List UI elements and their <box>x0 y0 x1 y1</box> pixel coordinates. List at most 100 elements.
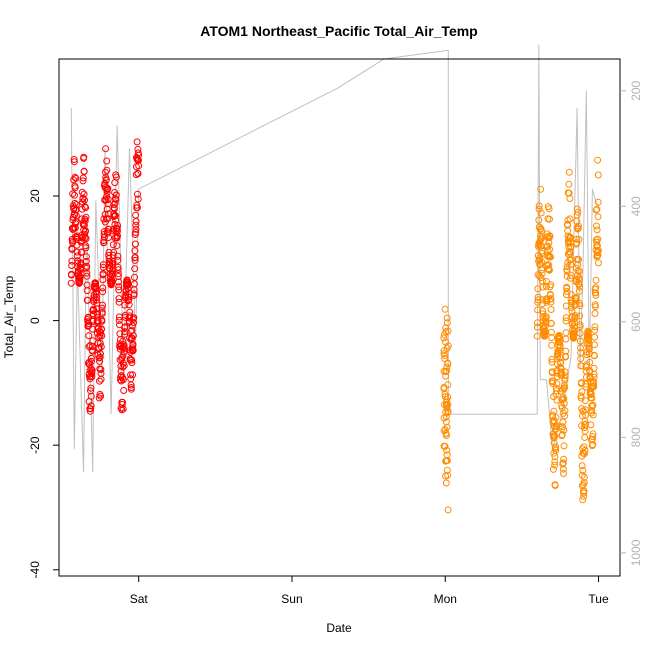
point-553 <box>440 442 448 450</box>
point-219 <box>97 366 105 373</box>
point-679 <box>548 355 556 363</box>
point-1046 <box>593 205 601 213</box>
point-353 <box>115 295 123 303</box>
point-463 <box>130 314 138 322</box>
point-895 <box>574 222 582 230</box>
point-477 <box>132 229 140 236</box>
point-86 <box>79 194 87 202</box>
point-905 <box>576 283 584 291</box>
point-266 <box>103 185 111 193</box>
point-952 <box>581 397 589 405</box>
point-1018 <box>590 377 597 385</box>
point-311 <box>109 241 117 249</box>
point-909 <box>576 323 584 331</box>
point-653 <box>545 261 553 269</box>
point-527 <box>442 418 450 426</box>
point-38 <box>72 201 80 209</box>
point-782 <box>561 384 568 392</box>
point-98 <box>81 196 88 204</box>
point-371 <box>117 377 125 385</box>
point-63 <box>76 277 84 285</box>
point-827 <box>566 215 574 223</box>
point-644 <box>544 242 552 250</box>
point-677 <box>548 334 556 342</box>
point-109 <box>82 213 90 221</box>
point-215 <box>96 339 104 347</box>
secondary-line-layer <box>70 44 599 473</box>
point-818 <box>565 180 573 188</box>
point-82 <box>78 188 86 196</box>
point-876 <box>572 295 580 303</box>
point-468 <box>131 273 138 281</box>
point-117 <box>83 281 91 289</box>
point-112 <box>82 253 90 261</box>
point-1052 <box>594 235 602 243</box>
point-23 <box>70 158 78 166</box>
point-1034 <box>592 303 599 311</box>
point-780 <box>560 399 568 407</box>
point-568 <box>534 296 542 304</box>
point-111 <box>82 257 90 265</box>
point-675 <box>547 320 555 327</box>
point-550 <box>440 414 448 422</box>
point-546 <box>443 451 451 459</box>
point-787 <box>561 374 569 382</box>
point-443 <box>127 381 135 389</box>
point-896 <box>575 256 582 263</box>
point-795 <box>562 317 570 325</box>
point-1011 <box>589 433 597 440</box>
point-788 <box>561 372 569 380</box>
point-547 <box>441 426 449 433</box>
point-419 <box>124 281 132 289</box>
point-883 <box>573 239 581 247</box>
point-93 <box>80 153 88 161</box>
point-445 <box>127 385 135 393</box>
points-layer <box>67 138 602 514</box>
point-1027 <box>591 333 599 341</box>
point-344 <box>114 256 122 264</box>
point-276 <box>105 234 113 241</box>
point-5 <box>68 257 76 265</box>
point-744 <box>556 337 564 345</box>
point-785 <box>561 407 569 415</box>
point-1000 <box>587 391 595 398</box>
point-719 <box>553 380 561 388</box>
point-769 <box>559 418 567 426</box>
point-322 <box>111 179 119 187</box>
point-912 <box>577 344 584 352</box>
point-924 <box>578 388 586 396</box>
point-44 <box>73 248 81 256</box>
right-tick-label-2: 600 <box>629 312 643 332</box>
point-467 <box>130 280 138 288</box>
point-943 <box>580 473 588 481</box>
point-83 <box>79 234 86 242</box>
point-273 <box>104 195 112 203</box>
point-351 <box>115 283 123 291</box>
point-232 <box>99 288 107 296</box>
point-448 <box>128 359 136 367</box>
point-327 <box>112 212 119 220</box>
point-494 <box>134 170 142 178</box>
point-479 <box>132 225 140 233</box>
right-tick-label-0: 200 <box>629 80 643 100</box>
point-595 <box>538 227 545 235</box>
point-676 <box>548 328 555 336</box>
point-928 <box>578 412 586 420</box>
point-710 <box>552 447 560 454</box>
point-150 <box>88 357 95 365</box>
point-395 <box>121 330 129 338</box>
point-862 <box>570 327 578 335</box>
point-911 <box>576 337 584 345</box>
point-1007 <box>588 402 596 410</box>
point-935 <box>579 407 587 415</box>
point-224 <box>98 325 105 333</box>
point-1036 <box>592 284 600 292</box>
point-96 <box>80 167 88 175</box>
point-984 <box>585 345 593 353</box>
point-45 <box>73 252 81 260</box>
point-774 <box>560 470 567 477</box>
point-308 <box>109 265 117 273</box>
point-670 <box>547 281 555 289</box>
point-149 <box>87 354 95 362</box>
x-axis-label: Date <box>326 621 352 635</box>
